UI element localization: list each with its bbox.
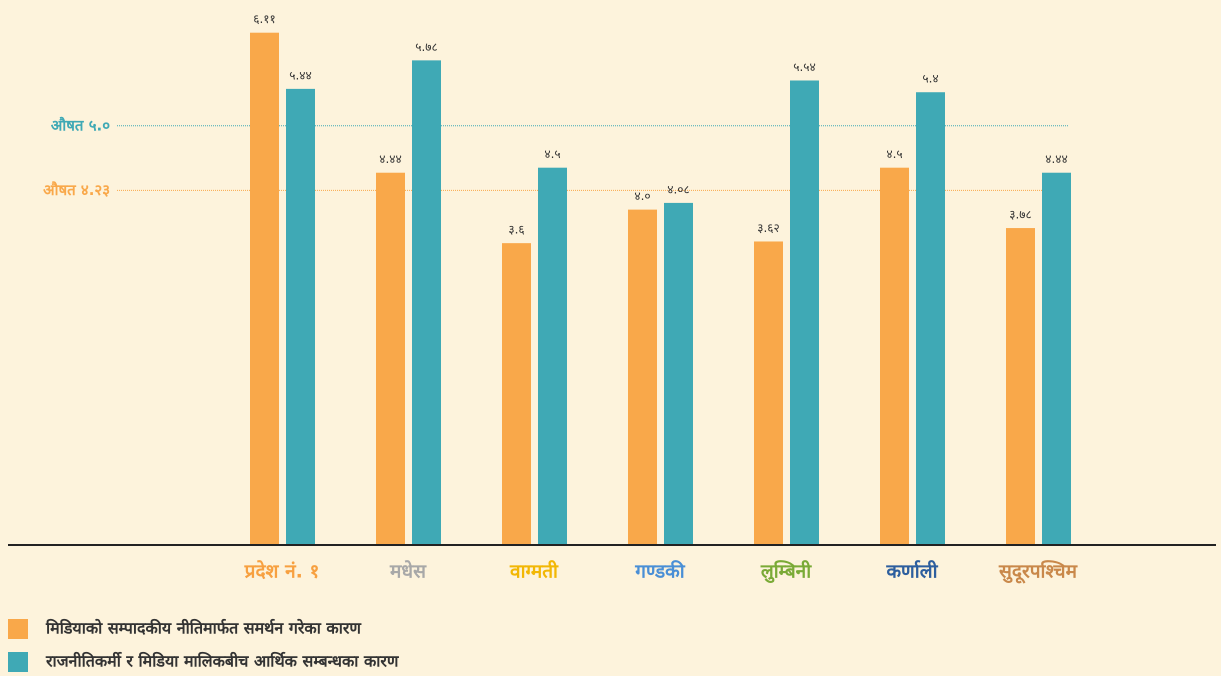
bar bbox=[502, 243, 531, 545]
value-label: ६.११ bbox=[253, 12, 276, 26]
bar bbox=[664, 202, 693, 545]
value-label: ३.६२ bbox=[757, 221, 780, 235]
bar bbox=[916, 92, 945, 545]
legend-label: मिडियाको सम्पादकीय नीतिमार्फत समर्थन गरे… bbox=[45, 619, 362, 638]
value-label: ४.० bbox=[634, 189, 650, 203]
bar bbox=[1006, 228, 1035, 546]
bar bbox=[754, 241, 783, 545]
value-label: ४.५ bbox=[544, 147, 560, 161]
reference-label: औषत ५.० bbox=[51, 116, 110, 134]
bar bbox=[538, 167, 567, 545]
x-tick-label: गण्डकी bbox=[634, 560, 685, 583]
legend-label: राजनीतिकर्मी र मिडिया मालिकबीच आर्थिक सम… bbox=[45, 652, 400, 671]
x-tick-label: सुदूरपश्चिम bbox=[998, 560, 1078, 585]
value-label: ५.४४ bbox=[289, 68, 312, 82]
value-label: ४.४४ bbox=[379, 152, 402, 166]
bar bbox=[412, 60, 441, 545]
bar bbox=[1042, 172, 1071, 545]
x-tick-label: मधेस bbox=[389, 560, 427, 583]
legend-swatch bbox=[8, 652, 28, 672]
value-label: ५.४ bbox=[922, 72, 938, 86]
bar bbox=[286, 88, 315, 545]
reference-label: औषत ४.२३ bbox=[43, 181, 110, 199]
bar bbox=[376, 172, 405, 545]
value-label: ५.५४ bbox=[793, 60, 816, 74]
x-tick-label: प्रदेश नं. १ bbox=[244, 560, 320, 583]
bar bbox=[880, 167, 909, 545]
bar bbox=[790, 80, 819, 545]
x-tick-label: लुम्बिनी bbox=[760, 560, 812, 584]
x-tick-label: कर्णाली bbox=[885, 560, 938, 583]
value-label: ४.०८ bbox=[667, 182, 690, 196]
legend-swatch bbox=[8, 619, 28, 639]
value-label: ३.७८ bbox=[1009, 208, 1032, 222]
value-label: ३.६ bbox=[508, 223, 524, 237]
bar bbox=[250, 32, 279, 545]
value-label: ५.७८ bbox=[415, 40, 438, 54]
value-label: ४.५ bbox=[886, 147, 902, 161]
value-label: ४.४४ bbox=[1045, 152, 1068, 166]
bar bbox=[628, 209, 657, 545]
x-tick-label: वाग्मती bbox=[509, 560, 559, 583]
